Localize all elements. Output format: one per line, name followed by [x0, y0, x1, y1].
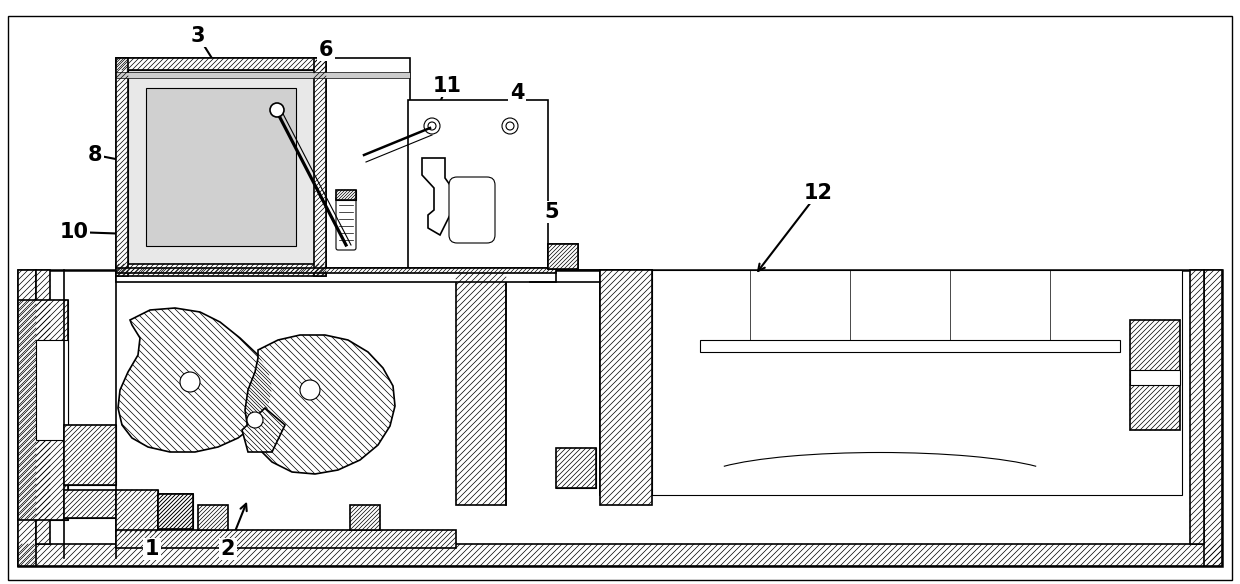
Bar: [157, 494, 193, 529]
Circle shape: [300, 380, 320, 400]
Bar: [117, 530, 456, 548]
Circle shape: [180, 372, 200, 392]
Bar: [19, 300, 68, 520]
Polygon shape: [242, 408, 285, 452]
Bar: [1204, 270, 1221, 566]
Bar: [1130, 370, 1180, 385]
Bar: [456, 270, 506, 505]
Text: 11: 11: [433, 76, 461, 96]
Bar: [600, 270, 652, 495]
Bar: [117, 58, 128, 276]
Bar: [36, 270, 50, 544]
Bar: [336, 190, 356, 200]
FancyBboxPatch shape: [336, 196, 356, 250]
Bar: [350, 505, 379, 530]
Bar: [548, 244, 578, 269]
Bar: [314, 58, 326, 276]
Bar: [117, 268, 556, 273]
Text: 2: 2: [221, 539, 236, 559]
Bar: [1130, 320, 1180, 430]
Bar: [556, 448, 596, 488]
Bar: [456, 270, 506, 505]
Bar: [600, 270, 652, 505]
Circle shape: [428, 122, 436, 130]
Circle shape: [270, 103, 284, 117]
Bar: [19, 300, 68, 520]
Bar: [314, 58, 326, 276]
Text: 3: 3: [191, 26, 206, 46]
Bar: [1190, 270, 1204, 544]
Bar: [117, 72, 410, 78]
Bar: [36, 270, 50, 544]
Polygon shape: [422, 158, 450, 235]
Text: 10: 10: [60, 222, 88, 242]
Circle shape: [506, 122, 515, 130]
Bar: [128, 70, 314, 264]
Bar: [117, 58, 326, 276]
Bar: [64, 490, 117, 518]
Bar: [19, 270, 36, 566]
Text: 8: 8: [88, 145, 102, 165]
Bar: [652, 270, 1182, 495]
Bar: [326, 58, 410, 276]
Bar: [548, 244, 578, 269]
Text: 4: 4: [510, 83, 525, 103]
Bar: [1190, 270, 1204, 544]
Bar: [64, 425, 117, 485]
Bar: [157, 494, 193, 529]
Bar: [336, 190, 356, 200]
Circle shape: [502, 118, 518, 134]
Bar: [408, 100, 548, 270]
Bar: [350, 505, 379, 530]
Bar: [701, 340, 1120, 352]
Bar: [1130, 320, 1180, 430]
Bar: [556, 448, 596, 488]
Bar: [198, 505, 228, 530]
Bar: [1204, 270, 1221, 566]
Bar: [117, 490, 157, 532]
Bar: [157, 494, 193, 529]
Bar: [548, 244, 578, 269]
Bar: [117, 490, 157, 532]
Bar: [19, 544, 1221, 566]
Circle shape: [247, 412, 263, 428]
Text: 5: 5: [544, 202, 559, 222]
Text: 6: 6: [319, 40, 334, 60]
Bar: [146, 88, 296, 246]
Bar: [19, 544, 1221, 566]
Bar: [117, 530, 456, 548]
Bar: [19, 270, 36, 566]
Bar: [117, 58, 128, 276]
Bar: [117, 58, 326, 70]
Bar: [157, 494, 193, 529]
Bar: [19, 300, 68, 520]
Bar: [556, 448, 596, 488]
Bar: [36, 340, 68, 440]
Bar: [64, 490, 117, 518]
Text: 1: 1: [145, 539, 159, 559]
Bar: [117, 264, 326, 276]
Bar: [64, 425, 117, 485]
Bar: [117, 490, 157, 532]
Bar: [117, 268, 556, 282]
FancyBboxPatch shape: [449, 177, 495, 243]
Bar: [64, 425, 117, 485]
Bar: [336, 190, 356, 200]
Polygon shape: [246, 335, 396, 474]
Polygon shape: [118, 308, 272, 452]
Bar: [117, 58, 326, 70]
Bar: [198, 505, 228, 530]
Circle shape: [424, 118, 440, 134]
Bar: [157, 494, 193, 529]
Bar: [19, 270, 1221, 566]
Bar: [117, 264, 326, 276]
Bar: [600, 270, 652, 505]
Text: 12: 12: [804, 183, 832, 203]
Bar: [117, 268, 556, 273]
Bar: [64, 490, 117, 518]
